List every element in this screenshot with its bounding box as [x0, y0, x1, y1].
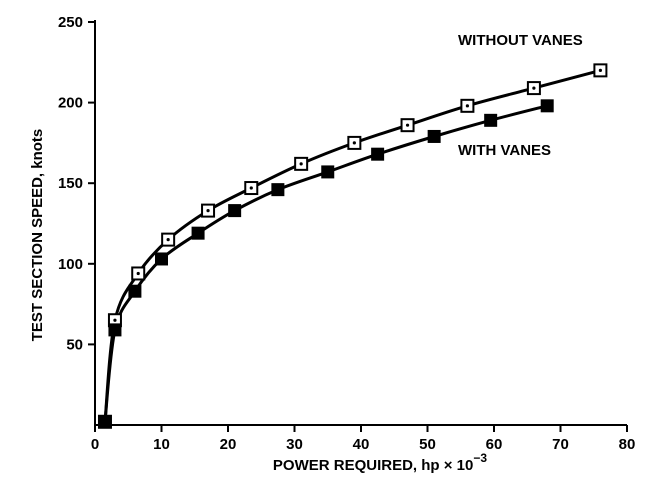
- y-tick-label: 150: [58, 175, 83, 192]
- data-point-with-vanes: [228, 204, 242, 218]
- data-point-without-vanes: [294, 156, 309, 171]
- x-tick-label: 80: [619, 436, 636, 453]
- data-point-with-vanes: [98, 415, 112, 429]
- y-tick-label: 250: [58, 14, 83, 31]
- data-point-without-vanes: [201, 203, 216, 218]
- data-point-with-vanes: [108, 323, 122, 337]
- data-point-without-vanes: [593, 63, 608, 78]
- x-tick-label: 40: [353, 436, 370, 453]
- x-tick-label: 0: [91, 436, 99, 453]
- series-markers: [97, 63, 608, 429]
- x-tick-label: 60: [486, 436, 503, 453]
- data-point-without-vanes: [460, 98, 475, 113]
- data-point-without-vanes: [244, 181, 259, 196]
- x-axis-title-exponent: −3: [473, 451, 487, 465]
- data-point-with-vanes: [128, 284, 142, 298]
- data-point-without-vanes: [161, 232, 176, 247]
- plot-area: [94, 20, 627, 426]
- data-point-with-vanes: [321, 165, 335, 179]
- series-curves: [103, 68, 601, 422]
- x-tick-label: 30: [286, 436, 303, 453]
- x-tick-label: 50: [419, 436, 436, 453]
- data-point-without-vanes: [131, 266, 146, 281]
- data-point-without-vanes: [400, 118, 415, 133]
- legend-label-with-vanes: WITH VANES: [458, 142, 551, 159]
- data-point-with-vanes: [484, 113, 498, 127]
- data-point-without-vanes: [107, 313, 122, 328]
- x-tick-label: 10: [153, 436, 170, 453]
- y-axis-ticks: 50 100 150 200 250: [58, 14, 95, 353]
- data-point-with-vanes: [191, 226, 205, 240]
- data-point-without-vanes: [347, 135, 362, 150]
- data-point-without-vanes: [526, 81, 541, 96]
- x-tick-label: 20: [220, 436, 237, 453]
- data-point-with-vanes: [427, 129, 441, 143]
- x-axis-title-main: POWER REQUIRED, hp × 10: [273, 457, 473, 474]
- x-axis-ticks: 0 10 20 30 40 50 60 70 80: [91, 425, 636, 453]
- legend-label-without-vanes: WITHOUT VANES: [458, 32, 583, 49]
- data-point-with-vanes: [540, 99, 554, 113]
- y-tick-label: 50: [66, 336, 83, 353]
- data-point-with-vanes: [371, 147, 385, 161]
- data-point-with-vanes: [155, 252, 168, 266]
- data-point-with-vanes: [271, 183, 285, 197]
- x-tick-label: 70: [552, 436, 569, 453]
- y-tick-label: 200: [58, 95, 83, 112]
- x-axis-title: POWER REQUIRED, hp × 10−3: [273, 451, 487, 474]
- y-axis-title: TEST SECTION SPEED, knots: [29, 129, 46, 342]
- y-tick-label: 100: [58, 256, 83, 273]
